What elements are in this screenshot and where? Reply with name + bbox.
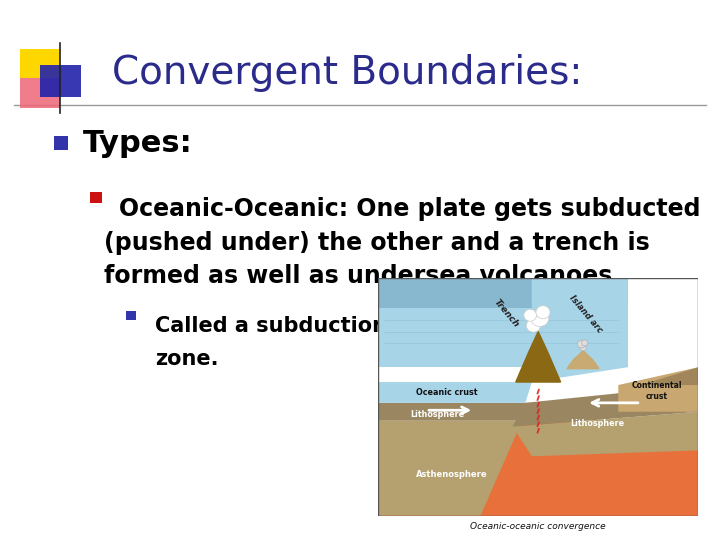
Text: Trench: Trench — [492, 298, 521, 329]
Circle shape — [536, 306, 550, 319]
Text: Oceanic-oceanic convergence: Oceanic-oceanic convergence — [470, 522, 606, 531]
Text: formed as well as undersea volcanoes.: formed as well as undersea volcanoes. — [104, 264, 621, 288]
Text: Lithosphere: Lithosphere — [570, 419, 624, 428]
FancyBboxPatch shape — [20, 78, 60, 108]
Polygon shape — [532, 278, 628, 382]
FancyBboxPatch shape — [378, 516, 698, 536]
Text: Types:: Types: — [83, 129, 192, 158]
Text: Called a subduction
zone.: Called a subduction zone. — [155, 316, 387, 369]
Text: Oceanic-Oceanic: One plate gets subducted: Oceanic-Oceanic: One plate gets subducte… — [119, 197, 701, 221]
Polygon shape — [618, 367, 698, 411]
FancyBboxPatch shape — [126, 310, 136, 320]
FancyBboxPatch shape — [54, 136, 68, 150]
Polygon shape — [378, 421, 698, 516]
Polygon shape — [567, 351, 599, 369]
Text: Continental
crust: Continental crust — [631, 381, 682, 401]
Text: Asthenosphere: Asthenosphere — [416, 470, 488, 478]
Polygon shape — [378, 403, 532, 421]
Text: Convergent Boundaries:: Convergent Boundaries: — [112, 54, 582, 92]
Text: Oceanic crust: Oceanic crust — [416, 388, 478, 397]
Polygon shape — [513, 411, 698, 456]
Circle shape — [580, 345, 586, 351]
Polygon shape — [378, 382, 532, 403]
Circle shape — [526, 319, 541, 332]
Circle shape — [582, 340, 588, 346]
Polygon shape — [513, 385, 698, 427]
Circle shape — [523, 309, 536, 321]
Polygon shape — [378, 421, 522, 516]
Polygon shape — [641, 367, 698, 385]
FancyBboxPatch shape — [40, 65, 81, 97]
Text: Lithosphere: Lithosphere — [410, 410, 464, 419]
Text: Island arc: Island arc — [568, 293, 605, 334]
FancyBboxPatch shape — [20, 49, 60, 78]
Circle shape — [531, 310, 549, 327]
Polygon shape — [516, 332, 561, 382]
Circle shape — [577, 340, 585, 348]
FancyBboxPatch shape — [90, 192, 102, 202]
Polygon shape — [378, 278, 628, 308]
Polygon shape — [378, 278, 628, 367]
Text: (pushed under) the other and a trench is: (pushed under) the other and a trench is — [104, 231, 650, 254]
